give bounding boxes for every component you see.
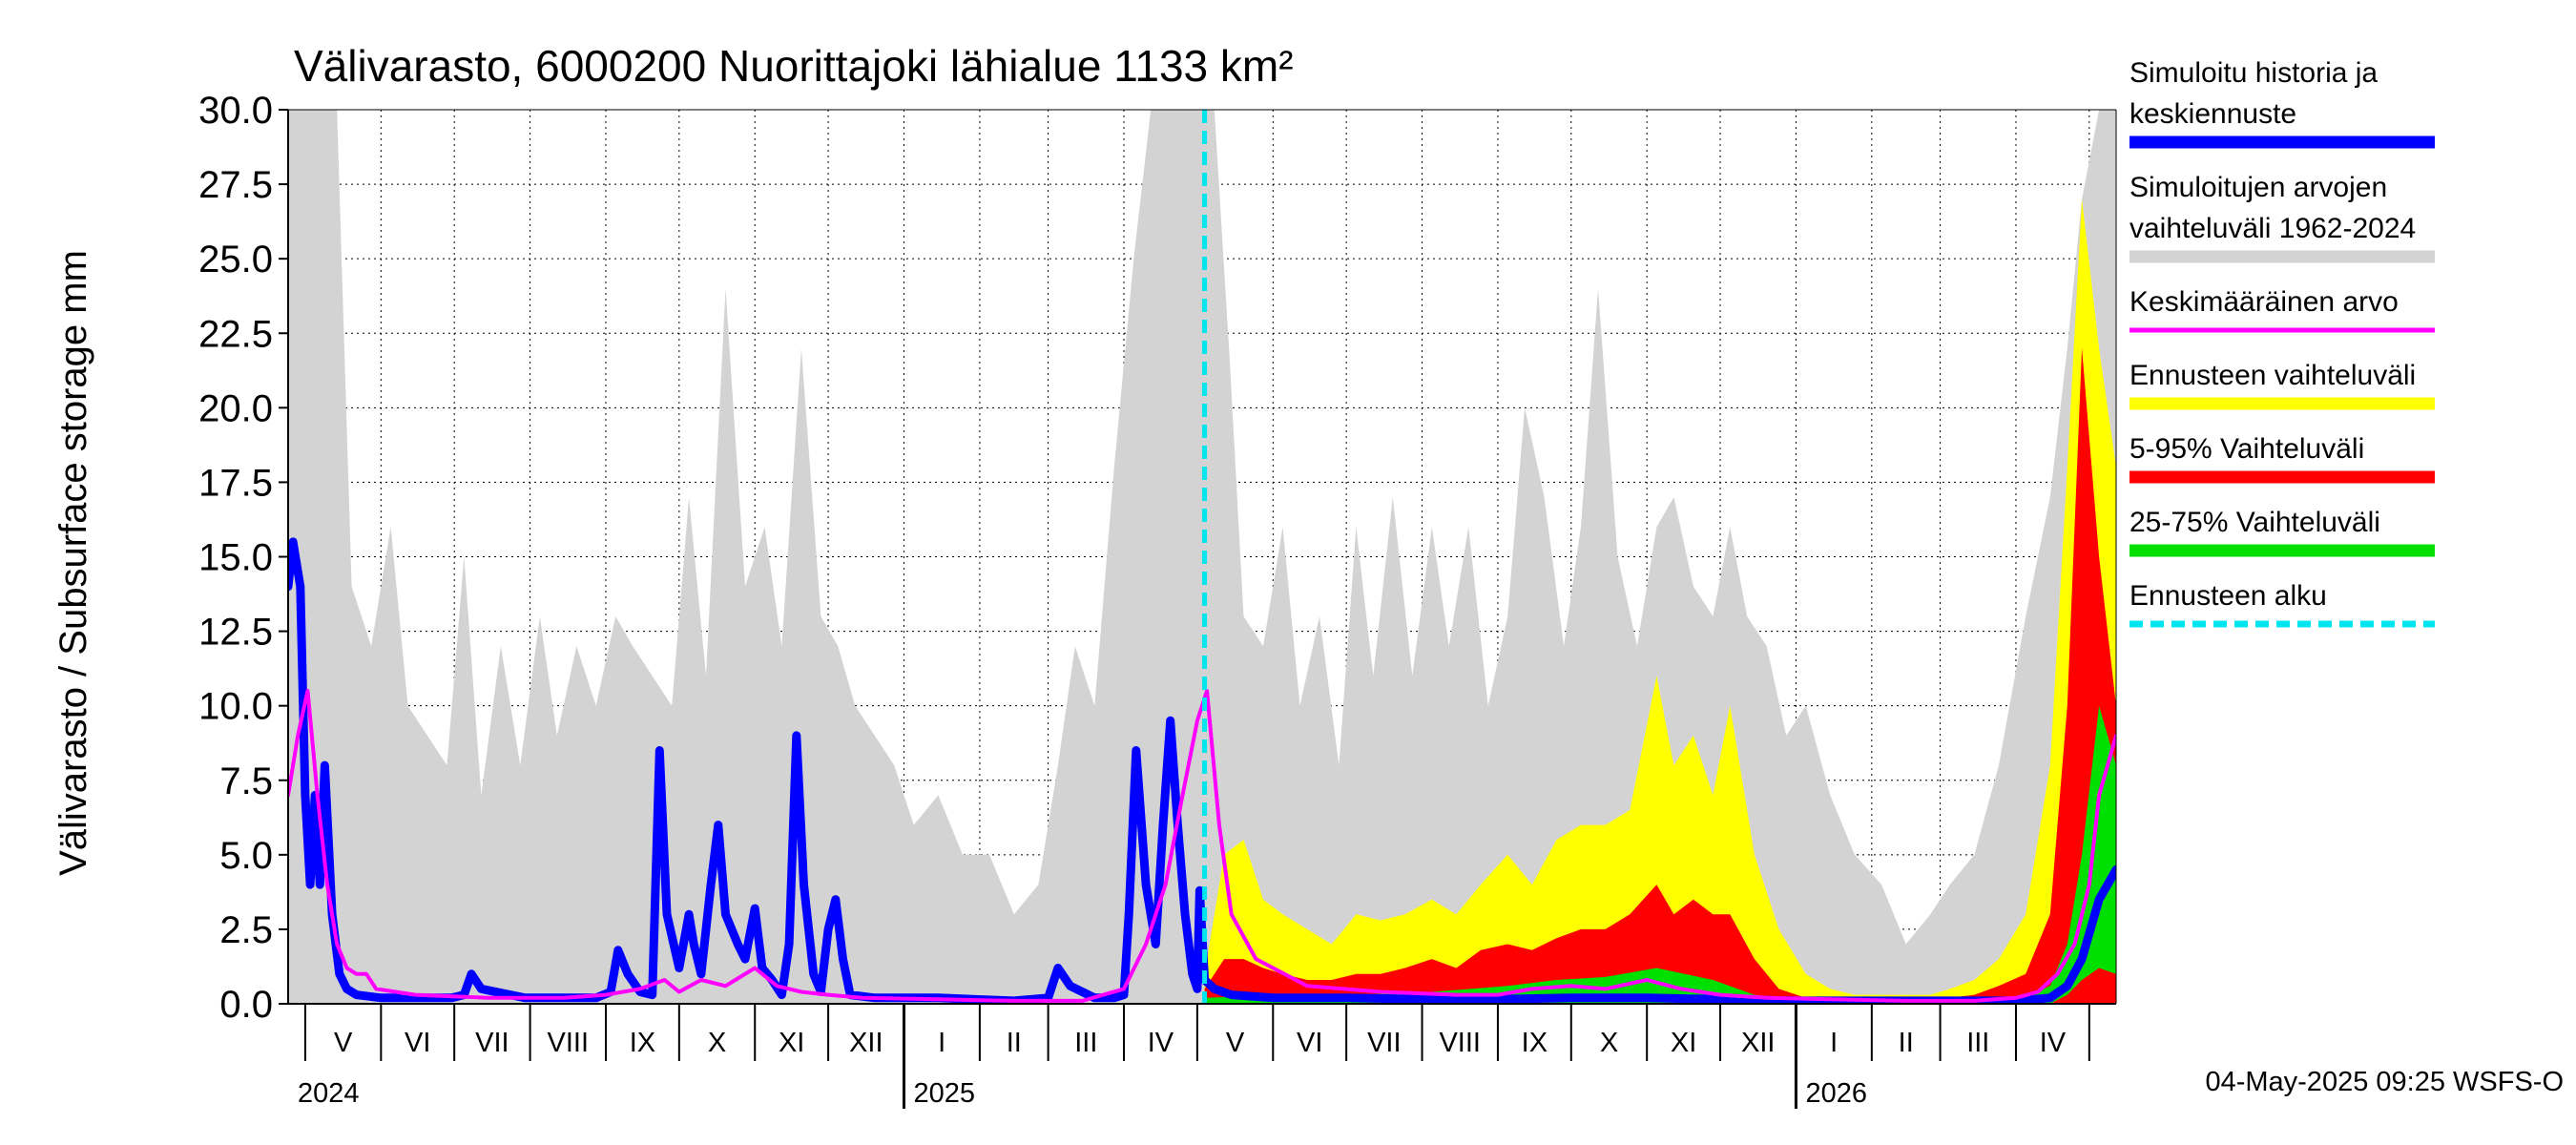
series-mean_line xyxy=(288,689,2116,1003)
month-label-4: IX xyxy=(630,1028,655,1058)
y-tick-label-1: 2.5 xyxy=(219,909,273,951)
month-label-23: IV xyxy=(2040,1028,2067,1058)
month-label-8: I xyxy=(938,1028,945,1058)
y-tick-label-7: 17.5 xyxy=(198,462,273,504)
month-label-1: VI xyxy=(405,1028,430,1058)
month-label-17: X xyxy=(1600,1028,1618,1058)
y-tick-label-11: 27.5 xyxy=(198,164,273,206)
month-label-5: X xyxy=(708,1028,726,1058)
month-label-9: II xyxy=(1007,1028,1022,1058)
month-label-0: V xyxy=(334,1028,353,1058)
y-tick-label-6: 15.0 xyxy=(198,537,273,579)
legend-label-1-0: Simuloitujen arvojen xyxy=(2129,172,2387,203)
y-tick-label-2: 5.0 xyxy=(219,835,273,877)
month-label-20: I xyxy=(1830,1028,1838,1058)
legend-item-5: 25-75% Vaihteluväli xyxy=(2129,507,2435,557)
legend-label-6-0: Ennusteen alku xyxy=(2129,580,2327,612)
y-tick-label-4: 10.0 xyxy=(198,686,273,728)
month-label-7: XII xyxy=(849,1028,883,1058)
month-label-11: IV xyxy=(1148,1028,1174,1058)
legend-item-6: Ennusteen alku xyxy=(2129,580,2435,628)
month-label-14: VII xyxy=(1367,1028,1401,1058)
month-label-3: VIII xyxy=(548,1028,590,1058)
legend-item-4: 5-95% Vaihteluväli xyxy=(2129,433,2435,484)
series-hist_range xyxy=(288,110,2116,1004)
y-tick-label-3: 7.5 xyxy=(219,760,273,802)
month-label-6: XI xyxy=(779,1028,804,1058)
legend-label-0-0: Simuloitu historia ja xyxy=(2129,57,2378,89)
month-label-22: III xyxy=(1966,1028,1989,1058)
footer-timestamp: 04-May-2025 09:25 WSFS-O xyxy=(2205,1067,2564,1097)
legend-label-0-1: keskiennuste xyxy=(2129,98,2296,130)
axes: 0.0 2.5 5.0 7.5 10.0 12.5 15.0 17.5 20.0 22.5 25.0… xyxy=(198,90,2117,1109)
legend-item-3: Ennusteen vaihteluväli xyxy=(2129,360,2435,410)
y-tick-label-5: 12.5 xyxy=(198,612,273,654)
year-label-2: 2026 xyxy=(1805,1078,1867,1109)
year-label-0: 2024 xyxy=(298,1078,360,1109)
month-label-2: VII xyxy=(475,1028,509,1058)
chart-title: Välivarasto, 6000200 Nuorittajoki lähial… xyxy=(294,41,1294,91)
legend-item-1: Simuloitujen arvojen vaihteluväli 1962-20… xyxy=(2129,172,2435,263)
legend-label-5-0: 25-75% Vaihteluväli xyxy=(2129,507,2380,538)
month-label-13: VI xyxy=(1297,1028,1322,1058)
legend-label-1-1: vaihteluväli 1962-2024 xyxy=(2129,213,2416,244)
month-label-10: III xyxy=(1074,1028,1097,1058)
legend-item-2: Keskimääräinen arvo xyxy=(2129,286,2435,333)
month-label-15: VIII xyxy=(1439,1028,1481,1058)
legend-label-4-0: 5-95% Vaihteluväli xyxy=(2129,433,2364,465)
legend-label-2-0: Keskimääräinen arvo xyxy=(2129,286,2399,318)
y-tick-label-12: 30.0 xyxy=(198,90,273,132)
month-label-19: XII xyxy=(1741,1028,1775,1058)
month-label-16: IX xyxy=(1522,1028,1548,1058)
month-label-21: II xyxy=(1899,1028,1914,1058)
month-label-18: XI xyxy=(1671,1028,1696,1058)
y-tick-label-10: 25.0 xyxy=(198,239,273,281)
legend-label-3-0: Ennusteen vaihteluväli xyxy=(2129,360,2416,391)
y-tick-label-8: 20.0 xyxy=(198,387,273,429)
series-fc_range xyxy=(1204,198,2116,1004)
series-layer xyxy=(288,110,2116,1004)
y-axis-label: Välivarasto / Subsurface storage mm xyxy=(52,250,94,876)
month-label-12: V xyxy=(1226,1028,1245,1058)
y-tick-label-9: 22.5 xyxy=(198,313,273,355)
year-label-1: 2025 xyxy=(913,1078,975,1109)
y-tick-label-0: 0.0 xyxy=(219,984,273,1026)
legend: Simuloitu historia jakeskiennusteSimuloi… xyxy=(2129,57,2435,628)
legend-item-0: Simuloitu historia ja keskiennuste xyxy=(2129,57,2435,149)
